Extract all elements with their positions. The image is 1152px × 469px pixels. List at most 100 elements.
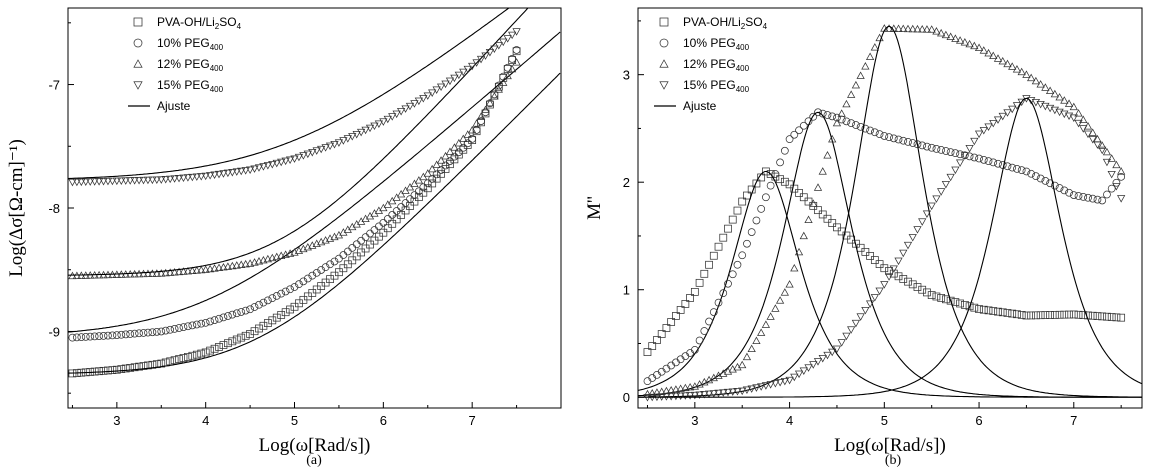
data-point bbox=[823, 151, 832, 159]
data-point bbox=[397, 211, 405, 219]
data-point bbox=[1117, 167, 1126, 175]
data-point bbox=[410, 100, 419, 108]
axes-frame bbox=[637, 7, 1143, 409]
legend-label: 10% PEG400 bbox=[157, 36, 224, 52]
y-tick-label: 0 bbox=[623, 390, 630, 405]
data-point bbox=[392, 110, 401, 119]
data-point bbox=[157, 269, 166, 277]
data-point bbox=[184, 353, 192, 361]
data-point bbox=[237, 333, 246, 342]
data-point bbox=[752, 216, 761, 225]
data-point bbox=[459, 68, 468, 77]
data-point bbox=[161, 268, 170, 277]
data-point bbox=[436, 156, 446, 164]
data-point bbox=[130, 329, 139, 338]
data-point bbox=[875, 130, 884, 139]
data-point bbox=[856, 122, 865, 131]
data-point bbox=[210, 344, 219, 353]
legend-label: 12% PEG400 bbox=[683, 57, 750, 73]
data-point bbox=[232, 261, 241, 269]
legend: PVA-OH/Li2SO4 10% PEG400 12% PEG400 15% PEG… bbox=[654, 15, 768, 113]
fit-line bbox=[68, 8, 510, 180]
data-point bbox=[714, 389, 723, 398]
data-point bbox=[856, 313, 865, 321]
data-point bbox=[842, 99, 851, 108]
data-point bbox=[889, 265, 898, 273]
data-point bbox=[490, 90, 499, 99]
data-point bbox=[286, 305, 294, 314]
data-point bbox=[904, 137, 912, 146]
data-point bbox=[743, 239, 751, 248]
data-point bbox=[174, 174, 184, 183]
data-point bbox=[468, 134, 477, 143]
data-point bbox=[450, 155, 459, 164]
data-point bbox=[135, 329, 143, 338]
panel-label: (b) bbox=[885, 453, 902, 468]
data-point bbox=[723, 367, 733, 375]
data-point bbox=[90, 332, 99, 341]
data-point bbox=[210, 264, 219, 272]
data-point bbox=[771, 304, 780, 312]
data-point bbox=[870, 256, 879, 264]
fit-line bbox=[638, 111, 1142, 398]
data-point bbox=[861, 247, 870, 256]
data-point bbox=[166, 268, 175, 276]
data-point bbox=[989, 51, 998, 60]
data-point bbox=[979, 46, 988, 54]
data-point bbox=[780, 146, 789, 155]
data-point bbox=[804, 197, 813, 206]
data-point bbox=[771, 170, 780, 178]
data-point bbox=[1027, 73, 1036, 82]
data-point bbox=[228, 337, 237, 346]
data-point bbox=[922, 210, 932, 218]
data-point bbox=[356, 217, 366, 225]
data-point bbox=[799, 367, 808, 375]
data-point bbox=[1117, 195, 1126, 203]
y-tick-label: 3 bbox=[623, 68, 630, 83]
data-point bbox=[401, 105, 410, 113]
data-point bbox=[724, 279, 732, 288]
data-point bbox=[1079, 193, 1088, 201]
data-point bbox=[184, 322, 192, 331]
data-point bbox=[832, 118, 842, 127]
data-point bbox=[326, 260, 334, 269]
data-point bbox=[1003, 309, 1012, 317]
data-point bbox=[121, 364, 130, 373]
data-point bbox=[1003, 109, 1012, 117]
data-point bbox=[1069, 310, 1078, 319]
data-point bbox=[339, 264, 348, 273]
data-point bbox=[761, 382, 771, 390]
data-point bbox=[508, 64, 517, 73]
data-point bbox=[942, 147, 950, 155]
data-point bbox=[1060, 310, 1069, 319]
data-point bbox=[676, 384, 685, 392]
data-point bbox=[294, 153, 304, 162]
data-point bbox=[339, 228, 348, 236]
data-point bbox=[918, 218, 927, 226]
data-point bbox=[700, 327, 709, 335]
data-point bbox=[352, 130, 361, 139]
data-point bbox=[899, 249, 908, 258]
data-point bbox=[719, 389, 728, 397]
data-point bbox=[690, 346, 699, 354]
legend-label: Ajuste bbox=[157, 99, 191, 113]
x-axis-label: Log(ω[Rad/s]) bbox=[259, 435, 371, 456]
data-point bbox=[188, 173, 197, 182]
data-point bbox=[1055, 310, 1064, 319]
data-point bbox=[894, 257, 903, 266]
legend-label: Ajuste bbox=[683, 99, 717, 113]
data-point bbox=[423, 184, 432, 193]
data-point bbox=[95, 367, 103, 376]
data-point bbox=[441, 165, 450, 173]
data-point bbox=[998, 161, 1007, 169]
data-point bbox=[899, 136, 908, 145]
data-point bbox=[357, 248, 366, 257]
data-point bbox=[401, 206, 410, 215]
data-point bbox=[870, 43, 879, 51]
data-point bbox=[72, 178, 82, 187]
data-point bbox=[468, 125, 477, 134]
data-point bbox=[937, 188, 946, 196]
data-point bbox=[432, 170, 441, 179]
data-point bbox=[1050, 311, 1059, 319]
data-point bbox=[370, 236, 379, 245]
